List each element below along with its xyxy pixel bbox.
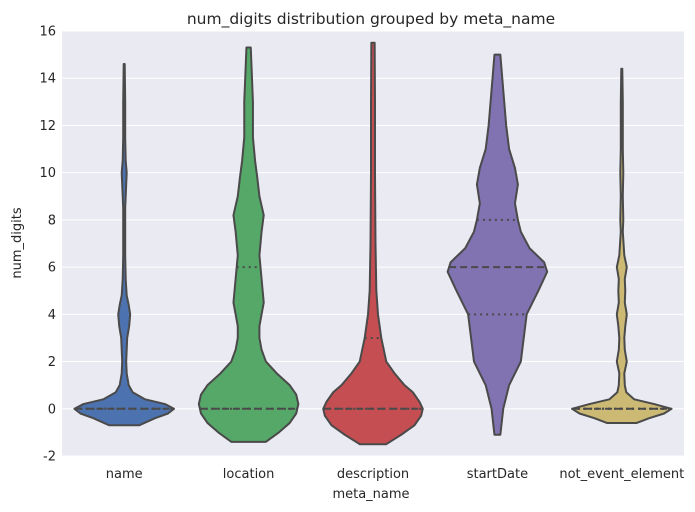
violin-not_event_element <box>571 67 673 424</box>
y-tick-label: 12 <box>39 119 56 134</box>
y-tick-label: 4 <box>48 308 56 323</box>
y-tick-label: 16 <box>39 25 56 40</box>
y-tick-label: 10 <box>39 166 56 181</box>
y-tick-label: 0 <box>48 402 56 417</box>
violin-location <box>197 46 300 443</box>
violin-name <box>73 63 175 427</box>
violins <box>73 41 673 446</box>
x-tick-labels: name location description startDate not_even… <box>106 467 684 482</box>
x-tick-label: location <box>223 467 275 482</box>
violin-description <box>322 41 424 446</box>
x-axis-label: meta_name <box>332 487 409 502</box>
y-tick-label: -2 <box>43 450 56 465</box>
violin-startDate <box>446 53 549 436</box>
y-tick-label: 2 <box>48 355 56 370</box>
y-tick-label: 14 <box>39 72 56 87</box>
x-tick-label: not_event_element <box>559 467 684 482</box>
x-tick-label: description <box>337 467 409 482</box>
y-tick-label: 6 <box>48 261 56 276</box>
y-tick-label: 8 <box>48 213 56 228</box>
y-tick-labels: -2 0 2 4 6 8 10 12 14 16 <box>39 25 56 465</box>
x-tick-label: name <box>106 467 143 482</box>
y-axis-label: num_digits <box>10 207 25 278</box>
chart-title: num_digits distribution grouped by meta_… <box>187 10 555 29</box>
x-tick-label: startDate <box>467 467 528 482</box>
